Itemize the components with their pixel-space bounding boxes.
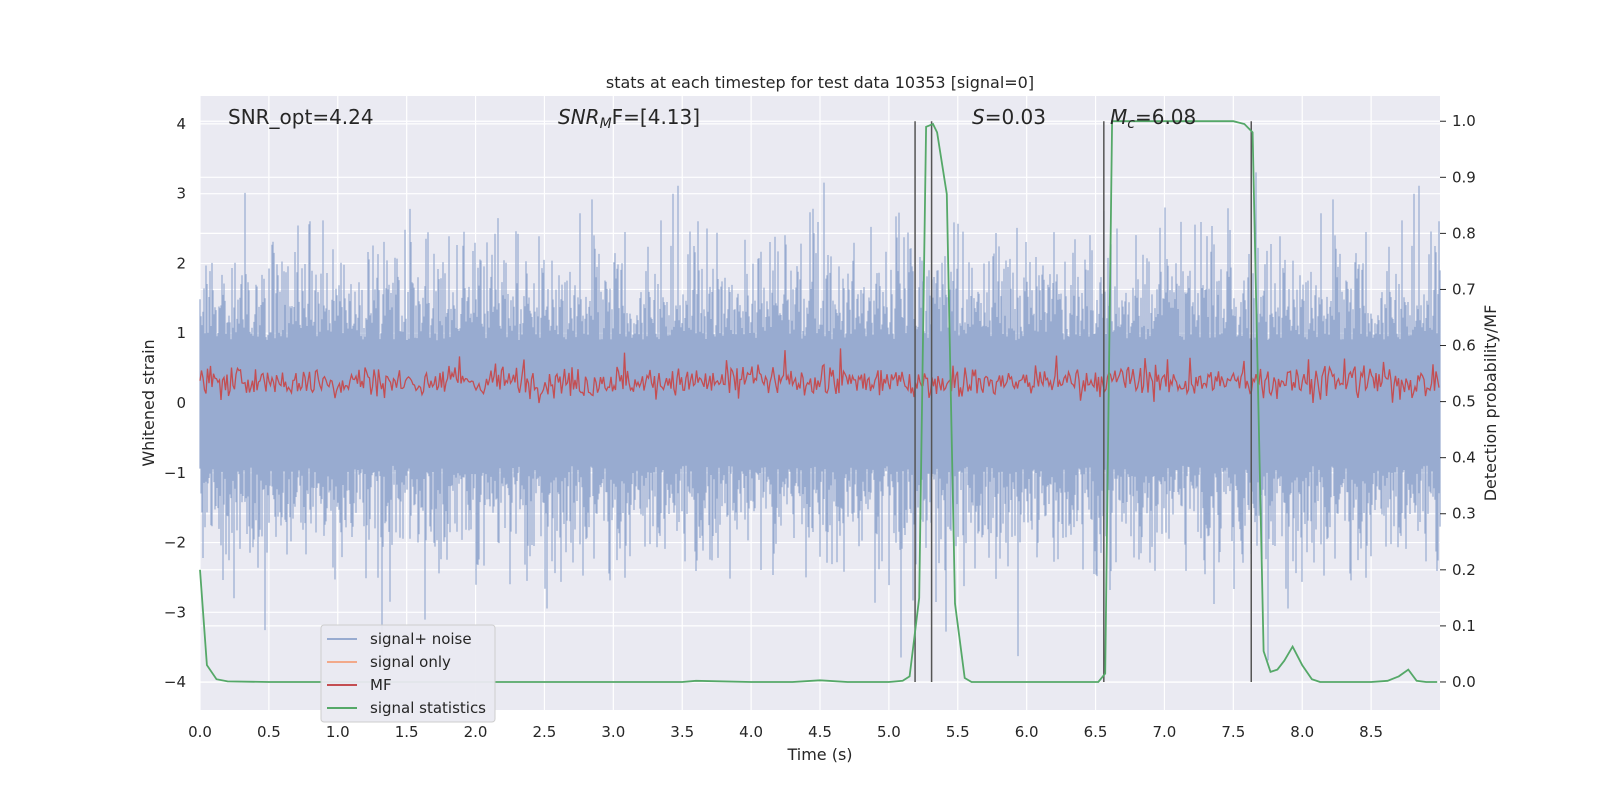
x-axis-label: Time (s) (786, 745, 852, 764)
y-axis-label-left: Whitened strain (139, 339, 158, 466)
x-tick-label: 2.0 (464, 723, 488, 741)
y-tick-label-right: 0.2 (1452, 561, 1476, 579)
mf-series (199, 348, 1440, 404)
y-tick-label-right: 0.9 (1452, 168, 1476, 186)
x-tick-label: 1.0 (326, 723, 350, 741)
s-stat-text: S=0.03 (972, 105, 1046, 129)
y-tick-label-right: 0.6 (1452, 337, 1476, 355)
mc-stat-text: Mc=6.08 (1110, 105, 1196, 132)
x-tick-label: 0.0 (188, 723, 212, 741)
x-tick-label: 4.5 (808, 723, 832, 741)
x-tick-label: 2.5 (533, 723, 557, 741)
x-tick-label: 0.5 (257, 723, 281, 741)
y-tick-label-left: 4 (176, 115, 186, 133)
snr-opt-text: SNR_opt=4.24 (228, 105, 374, 129)
signal-statistics-series (199, 120, 1438, 683)
y-tick-label-left: −4 (164, 673, 186, 691)
y-tick-label-right: 1.0 (1452, 112, 1476, 130)
x-tick-label: 8.0 (1290, 723, 1314, 741)
x-tick-labels: 0.0 0.5 1.0 1.5 2.0 2.5 3.0 3.5 4.0 4.5 5.0 5.5 6.0 6… (188, 723, 1383, 741)
y-tick-labels-right: 0.0 0.1 0.2 0.3 0.4 0.5 0.6 0.7 0.8 0.9 1.0 (1440, 112, 1476, 691)
x-tick-label: 5.0 (877, 723, 901, 741)
x-tick-label: 7.0 (1153, 723, 1177, 741)
signal-noise-line (199, 172, 1441, 661)
signal-noise-series (199, 172, 1441, 661)
y-tick-label-left: −3 (164, 603, 186, 621)
y-tick-label-right: 0.5 (1452, 393, 1476, 411)
y-tick-label-right: 0.7 (1452, 280, 1476, 298)
legend-label-signal-statistics: signal statistics (370, 699, 486, 717)
y-tick-label-left: 1 (176, 324, 186, 342)
y-tick-label-right: 0.1 (1452, 617, 1476, 635)
legend: signal+ noise signal only MF signal stat… (320, 624, 496, 723)
y-tick-label-right: 0.3 (1452, 505, 1476, 523)
chart-title: stats at each timestep for test data 103… (606, 73, 1034, 92)
y-tick-label-left: 2 (176, 254, 186, 272)
mf-line (199, 348, 1440, 404)
y-tick-labels-left: −4 −3 −2 −1 0 1 2 3 4 (164, 115, 186, 691)
y-tick-label-right: 0.4 (1452, 449, 1476, 467)
x-tick-label: 7.5 (1221, 723, 1245, 741)
x-tick-label: 6.0 (1015, 723, 1039, 741)
y-tick-label-right: 0.8 (1452, 224, 1476, 242)
x-tick-label: 3.0 (601, 723, 625, 741)
y-tick-label-right: 0.0 (1452, 673, 1476, 691)
x-tick-label: 6.5 (1084, 723, 1108, 741)
y-tick-label-left: −1 (164, 464, 186, 482)
vertical-markers (914, 121, 1252, 682)
y-tick-label-left: −2 (164, 534, 186, 552)
x-tick-label: 3.5 (670, 723, 694, 741)
x-tick-label: 5.5 (946, 723, 970, 741)
snr-mf-text: SNRMF=[4.13] (558, 105, 700, 132)
legend-box (320, 624, 496, 723)
y-axis-label-right: Detection probability/MF (1481, 305, 1500, 502)
x-tick-label: 1.5 (395, 723, 419, 741)
y-tick-label-left: 3 (176, 185, 186, 203)
legend-label-signal-only: signal only (370, 653, 451, 671)
signal-statistics-line (199, 120, 1438, 683)
legend-label-mf: MF (370, 676, 392, 694)
x-tick-label: 8.5 (1359, 723, 1383, 741)
legend-label-noise: signal+ noise (370, 630, 472, 648)
y-tick-label-left: 0 (176, 394, 186, 412)
x-tick-label: 4.0 (739, 723, 763, 741)
